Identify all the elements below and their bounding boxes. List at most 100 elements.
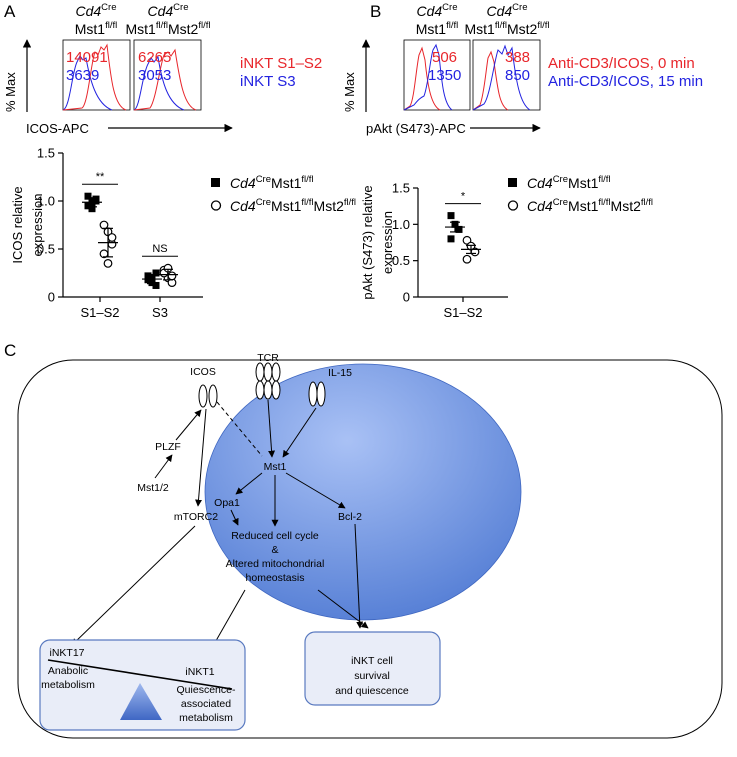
arrow xyxy=(175,409,202,441)
panel-label: C xyxy=(4,341,16,360)
mfi-value: 850 xyxy=(505,67,530,84)
histogram-curve xyxy=(133,48,197,111)
y-tick-label: 0.5 xyxy=(37,242,55,257)
data-point xyxy=(447,212,455,220)
node-label: ICOS xyxy=(190,366,216,378)
node-label: & xyxy=(271,544,278,556)
text-part: Cd4 xyxy=(147,3,173,19)
legend-marker xyxy=(211,178,220,187)
superscript: fl/fl xyxy=(156,20,168,31)
node-label: associated xyxy=(181,698,231,710)
balance-beam xyxy=(47,659,233,690)
histogram-curve xyxy=(472,50,509,111)
y-tick-label: 1.5 xyxy=(37,146,55,161)
y-tick-label: 0 xyxy=(403,290,410,305)
data-point xyxy=(144,276,152,284)
superscript: fl/fl xyxy=(641,197,653,208)
histogram-box xyxy=(403,39,471,111)
text-part: Mst1 xyxy=(464,21,495,37)
superscript: fl/fl xyxy=(301,174,313,185)
significance-label: ** xyxy=(96,171,105,183)
receptor xyxy=(271,380,281,400)
node-label: homeostasis xyxy=(246,572,305,584)
superscript: Cre xyxy=(553,197,568,208)
superscript: Cre xyxy=(256,197,271,208)
arrow xyxy=(230,509,239,526)
data-point xyxy=(462,254,472,264)
superscript: fl/fl xyxy=(198,20,210,31)
text-part: Mst2 xyxy=(168,21,199,37)
text-part: Cd4 xyxy=(75,3,101,19)
legend-text: Anti-CD3/ICOS, 15 min xyxy=(548,73,703,90)
legend-text: iNKT S3 xyxy=(240,73,296,90)
receptor xyxy=(208,384,218,408)
histogram-curve xyxy=(62,55,113,111)
axis-label: ICOS relative xyxy=(10,186,25,263)
axis-label: pAkt (S473)-APC xyxy=(366,121,466,136)
panel-a: A Cd4Cre Mst1fl/fl Cd4Cre Mst1fl/flMst2f… xyxy=(3,2,322,136)
x-tick-label: S1–S2 xyxy=(443,305,482,320)
node-label: Anabolic xyxy=(48,665,88,677)
superscript: fl/fl xyxy=(105,20,117,31)
axis-label: % Max xyxy=(342,72,357,112)
panel-label: A xyxy=(4,2,16,21)
node-label: iNKT17 xyxy=(49,647,84,659)
y-tick-label: 1.0 xyxy=(392,217,410,232)
histogram-curve xyxy=(403,46,441,111)
outcome-box xyxy=(39,639,246,731)
data-point xyxy=(144,272,152,280)
panel-c: C ICOS TCR IL-15 PLZF Mst1/2 mTORC2 Mst1… xyxy=(4,341,723,739)
legend-text: Cd4CreMst1fl/flMst2fl/fl xyxy=(527,197,653,214)
mfi-value: 388 xyxy=(505,49,530,66)
superscript: Cre xyxy=(101,2,116,13)
y-tick-label: 0.5 xyxy=(392,253,410,268)
node-label: metabolism xyxy=(179,712,233,724)
text-part: Cd4 xyxy=(416,3,442,19)
y-tick-label: 1.5 xyxy=(392,181,410,196)
text-part: Cd4 xyxy=(527,175,553,191)
mfi-value: 1350 xyxy=(428,67,461,84)
node-label: Bcl-2 xyxy=(338,511,362,523)
text-part: Cd4 xyxy=(230,175,256,191)
node-label: Opa1 xyxy=(214,497,240,509)
significance-label: * xyxy=(461,191,466,203)
legend-text: iNKT S1–S2 xyxy=(240,55,322,72)
arrow xyxy=(282,407,317,458)
text-part: Mst1 xyxy=(271,198,302,214)
text-part: Mst2 xyxy=(314,198,345,214)
arrow xyxy=(195,408,207,507)
receptor xyxy=(255,362,265,382)
text-part: Mst2 xyxy=(507,21,538,37)
y-tick-label: 1.0 xyxy=(37,194,55,209)
data-point xyxy=(84,202,92,210)
legend-text: Cd4CreMst1fl/flMst2fl/fl xyxy=(230,197,356,214)
superscript: Cre xyxy=(442,2,457,13)
legend-marker xyxy=(507,200,519,211)
superscript: fl/fl xyxy=(344,197,356,208)
data-point xyxy=(152,281,160,289)
superscript: fl/fl xyxy=(446,20,458,31)
superscript: Cre xyxy=(173,2,188,13)
receptor xyxy=(316,381,326,407)
panel-label: B xyxy=(370,2,381,21)
text-part: Mst1 xyxy=(568,198,599,214)
superscript: Cre xyxy=(553,174,568,185)
genotype: Cd4Cre xyxy=(75,2,116,19)
data-point xyxy=(84,192,92,200)
data-point xyxy=(88,205,96,213)
histogram-box xyxy=(62,39,131,111)
receptor xyxy=(263,362,273,382)
genotype: Cd4Cre xyxy=(147,2,188,19)
data-point xyxy=(152,269,160,277)
mfi-value: 6265 xyxy=(138,49,171,66)
superscript: fl/fl xyxy=(301,197,313,208)
node-label: Quiescence- xyxy=(177,684,236,696)
mfi-value: 3053 xyxy=(138,67,171,84)
mfi-value: 14091 xyxy=(66,49,108,66)
histogram-curve xyxy=(133,55,185,111)
node-label: mTORC2 xyxy=(174,511,218,523)
node-label: Reduced cell cycle xyxy=(231,530,319,542)
node-label: TCR xyxy=(257,352,279,364)
legend-text: Anti-CD3/ICOS, 0 min xyxy=(548,55,695,72)
superscript: fl/fl xyxy=(537,20,549,31)
